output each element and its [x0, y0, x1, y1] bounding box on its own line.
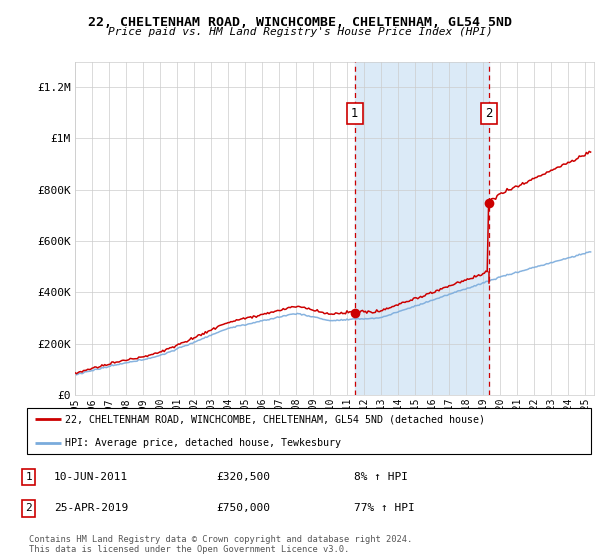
Text: 1: 1	[25, 472, 32, 482]
Text: 10-JUN-2011: 10-JUN-2011	[54, 472, 128, 482]
Text: £750,000: £750,000	[216, 503, 270, 514]
Text: 22, CHELTENHAM ROAD, WINCHCOMBE, CHELTENHAM, GL54 5ND (detached house): 22, CHELTENHAM ROAD, WINCHCOMBE, CHELTEN…	[65, 414, 485, 424]
Text: Contains HM Land Registry data © Crown copyright and database right 2024.
This d: Contains HM Land Registry data © Crown c…	[29, 535, 412, 554]
Text: 8% ↑ HPI: 8% ↑ HPI	[354, 472, 408, 482]
Text: 77% ↑ HPI: 77% ↑ HPI	[354, 503, 415, 514]
Bar	[355, 62, 489, 395]
Text: Price paid vs. HM Land Registry's House Price Index (HPI): Price paid vs. HM Land Registry's House …	[107, 27, 493, 37]
Text: £320,500: £320,500	[216, 472, 270, 482]
Text: 1: 1	[351, 107, 358, 120]
Text: 22, CHELTENHAM ROAD, WINCHCOMBE, CHELTENHAM, GL54 5ND: 22, CHELTENHAM ROAD, WINCHCOMBE, CHELTEN…	[88, 16, 512, 29]
Text: 25-APR-2019: 25-APR-2019	[54, 503, 128, 514]
Text: HPI: Average price, detached house, Tewkesbury: HPI: Average price, detached house, Tewk…	[65, 438, 341, 449]
Text: 2: 2	[485, 107, 493, 120]
FancyBboxPatch shape	[27, 408, 591, 454]
Text: 2: 2	[25, 503, 32, 514]
